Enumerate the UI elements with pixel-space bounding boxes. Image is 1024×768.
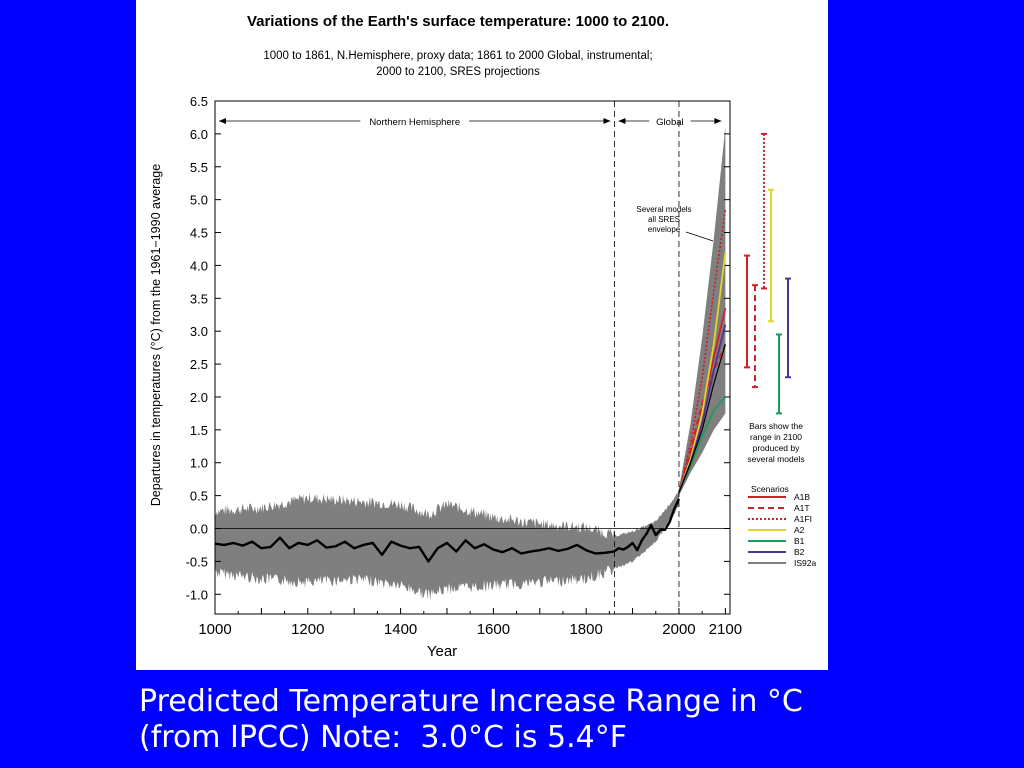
arrowhead-right [603, 118, 611, 124]
chart-figure: Variations of the Earth's surface temper… [136, 0, 828, 670]
plot-frame [214, 100, 731, 615]
x-axis-label: Year [427, 643, 457, 660]
arrowhead-right [714, 118, 722, 124]
envelope-pointer [685, 231, 714, 242]
legend-label-is92a: IS92a [794, 558, 816, 568]
region-label: Northern Hemisphere [369, 117, 460, 128]
y-tick-label: 6.5 [190, 94, 208, 109]
caption-line-1: Predicted Temperature Increase Range in … [139, 684, 803, 719]
series-line-is92a [678, 344, 726, 493]
chart-subtitle-2: 2000 to 2100, SRES projections [376, 66, 540, 78]
y-tick-label: 1.5 [190, 423, 208, 438]
region-label: Global [656, 117, 683, 128]
y-tick-label: 0.5 [190, 489, 208, 504]
legend-label-b1: B1 [794, 536, 805, 546]
caption-line-2: (from IPCC) Note: 3.0°C is 5.4°F [139, 720, 627, 755]
envelope-annotation: all SRES [648, 215, 680, 224]
sres-envelope [678, 127, 726, 496]
y-tick-label: 4.5 [190, 226, 208, 241]
y-tick-label: 5.5 [190, 160, 208, 175]
legend-title: Scenarios [751, 484, 789, 494]
y-tick-label: 4.0 [190, 258, 208, 273]
range-bars-note: produced by [753, 443, 801, 453]
series-line-a1fi [678, 209, 727, 493]
x-tick-label: 1400 [384, 621, 417, 638]
observed-temperature-line [214, 498, 681, 563]
x-tick-label: 2000 [662, 621, 695, 638]
y-tick-label: 0.0 [190, 522, 208, 537]
x-tick-label: 2100 [709, 621, 742, 638]
y-tick-label: 3.0 [190, 324, 208, 339]
slide-caption: Predicted Temperature Increase Range in … [139, 684, 1019, 756]
y-axis-label: Departures in temperatures (°C) from the… [149, 164, 163, 506]
chart-title: Variations of the Earth's surface temper… [247, 13, 669, 30]
temperature-chart: Variations of the Earth's surface temper… [149, 13, 816, 660]
y-tick-label: 2.0 [190, 390, 208, 405]
x-tick-label: 1000 [198, 621, 231, 638]
y-tick-label: -0.5 [186, 554, 208, 569]
legend-label-a1t: A1T [794, 503, 810, 513]
envelope-annotation: Several models [636, 205, 691, 214]
arrowhead-left [219, 118, 226, 124]
envelope-annotation: envelope [648, 225, 681, 234]
range-bars-note: range in 2100 [750, 432, 802, 442]
arrowhead-left [618, 118, 626, 124]
y-tick-label: -1.0 [186, 587, 208, 602]
legend-label-b2: B2 [794, 547, 805, 557]
legend-label-a2: A2 [794, 525, 805, 535]
y-tick-label: 5.0 [190, 193, 208, 208]
y-tick-label: 2.5 [190, 357, 208, 372]
x-tick-label: 1600 [477, 621, 510, 638]
y-tick-label: 6.0 [190, 127, 208, 142]
legend-label-a1fi: A1FI [794, 514, 812, 524]
range-bars-note: several models [747, 454, 804, 464]
y-tick-label: 3.5 [190, 291, 208, 306]
x-tick-label: 1200 [291, 621, 324, 638]
series-line-a1t [678, 343, 727, 493]
x-tick-label: 1800 [569, 621, 602, 638]
legend-label-a1b: A1B [794, 492, 810, 502]
y-tick-label: 1.0 [190, 456, 208, 471]
uncertainty-band [215, 490, 679, 601]
chart-subtitle-1: 1000 to 1861, N.Hemisphere, proxy data; … [263, 50, 652, 62]
range-bars-note: Bars show the [749, 421, 803, 431]
